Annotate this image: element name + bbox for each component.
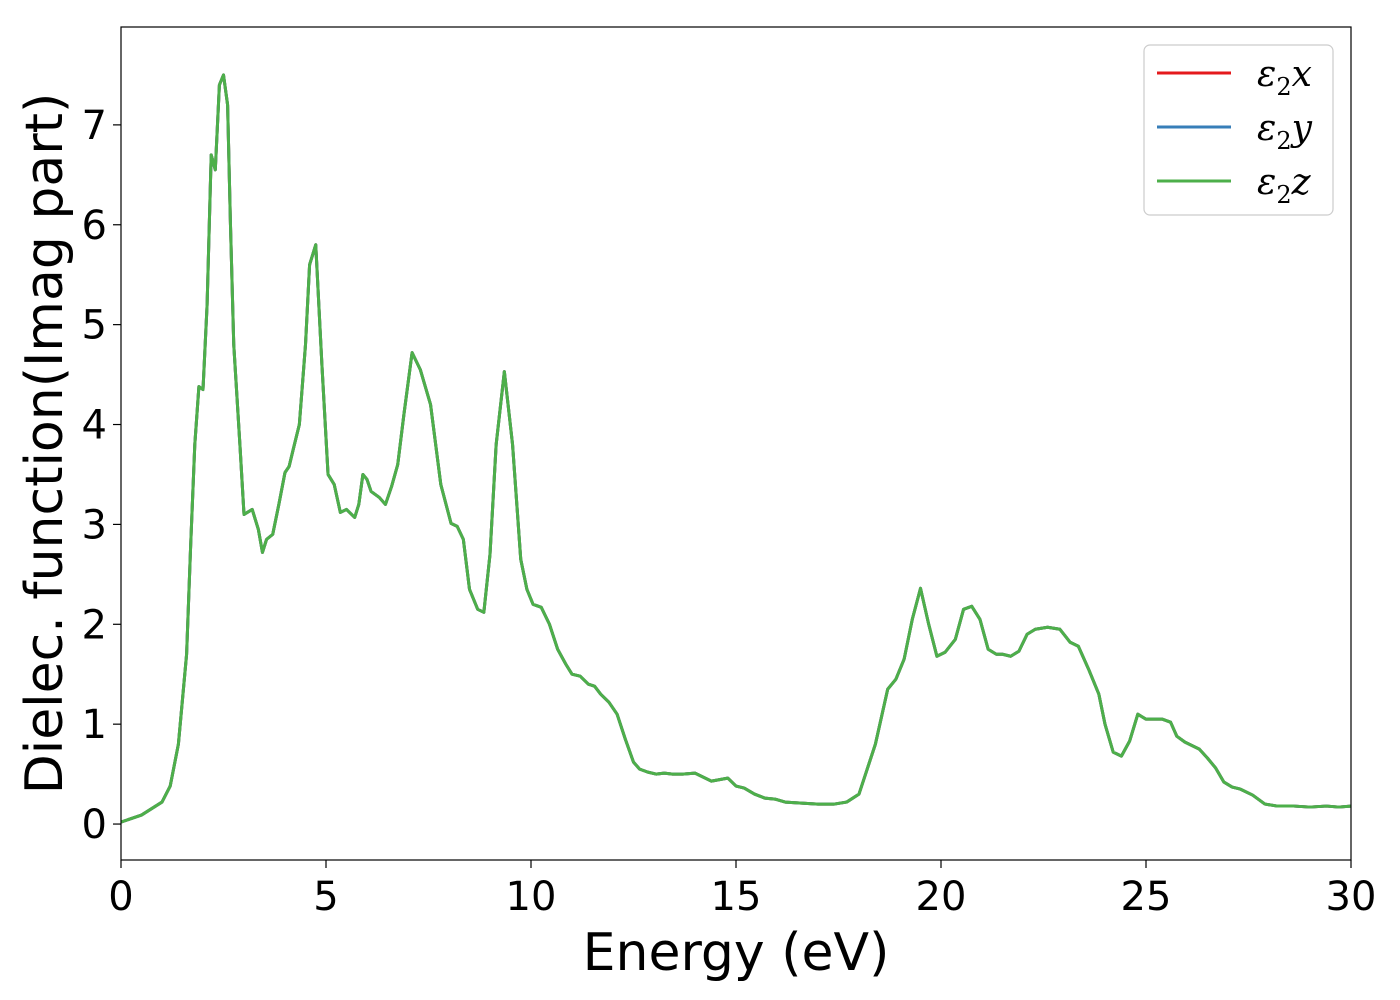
x-tick-label: 10 xyxy=(506,874,557,920)
x-axis-ticks: 0 5 10 15 20 25 30 xyxy=(108,860,1376,920)
legend-entry-label: ε2z xyxy=(1257,162,1312,209)
y-axis-ticks: 0 1 2 3 4 5 6 7 xyxy=(82,103,121,848)
legend-entry-label: ε2y xyxy=(1257,108,1313,155)
series-line-z xyxy=(121,73,1351,824)
y-tick-label: 7 xyxy=(82,103,107,149)
y-axis-label: Dielec. function(Imag part) xyxy=(15,93,75,795)
x-axis-label: Energy (eV) xyxy=(583,923,890,983)
y-tick-label: 2 xyxy=(82,602,107,648)
x-tick-label: 0 xyxy=(108,874,133,920)
y-tick-label: 5 xyxy=(82,303,107,349)
legend-entry-label: ε2x xyxy=(1257,54,1312,101)
series-layer xyxy=(121,73,1351,824)
x-tick-label: 30 xyxy=(1326,874,1377,920)
y-tick-label: 1 xyxy=(82,702,107,748)
y-tick-label: 4 xyxy=(82,403,107,449)
x-tick-label: 5 xyxy=(313,874,338,920)
x-tick-label: 20 xyxy=(916,874,967,920)
x-tick-label: 15 xyxy=(711,874,762,920)
y-tick-label: 3 xyxy=(82,502,107,548)
y-tick-label: 0 xyxy=(82,802,107,848)
legend: ε2x ε2y ε2z xyxy=(1143,44,1334,216)
x-tick-label: 25 xyxy=(1121,874,1172,920)
y-tick-label: 6 xyxy=(82,203,107,249)
legend-box xyxy=(1143,44,1334,216)
